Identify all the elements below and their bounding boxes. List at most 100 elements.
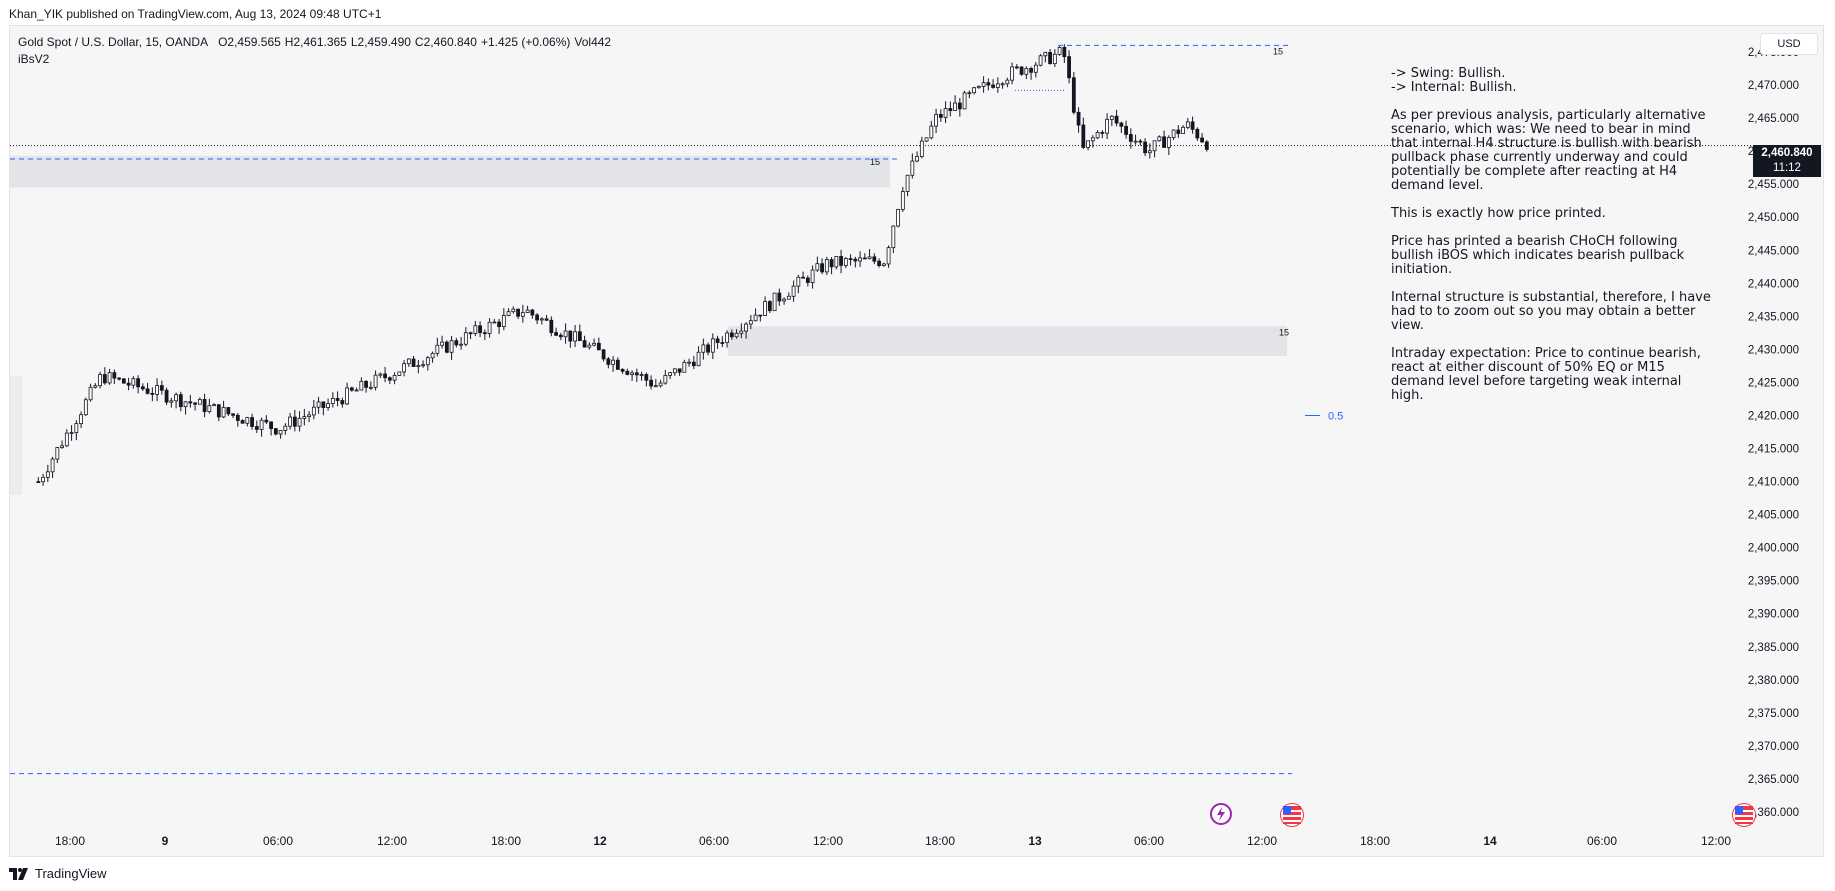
candle-body — [663, 375, 668, 384]
tradingview-logo-icon — [9, 867, 28, 880]
candle-body — [482, 332, 487, 335]
candle-body — [383, 373, 387, 379]
candle-body — [886, 247, 891, 265]
y-tick-label: 2,400.000 — [1748, 543, 1799, 555]
candle-body — [297, 417, 302, 427]
candle-body — [891, 225, 896, 249]
candle-body — [79, 414, 83, 425]
line-label: 0.5 — [1328, 410, 1343, 422]
candle-body — [568, 330, 573, 342]
candle-body — [725, 332, 729, 343]
tradingview-brand[interactable]: TradingView — [9, 866, 107, 881]
candle-body — [349, 387, 354, 391]
candle-body — [387, 377, 392, 381]
candle-body — [216, 404, 221, 418]
candle-body — [307, 414, 311, 418]
candle-body — [402, 363, 406, 373]
candle-body — [1171, 129, 1176, 138]
candle-body — [1133, 140, 1138, 143]
note-line: Internal structure is substantial, there… — [1391, 290, 1711, 333]
candle-body — [1048, 52, 1052, 65]
candle-body — [145, 388, 150, 394]
y-tick-label: 2,465.000 — [1748, 113, 1799, 125]
candle-body — [511, 308, 516, 313]
candle-body — [473, 325, 478, 334]
candle-body — [691, 361, 696, 367]
candle-body — [1166, 137, 1171, 148]
candle-body — [687, 361, 691, 364]
candle-body — [449, 340, 454, 353]
candle-body — [207, 405, 212, 413]
note-line: -> Swing: Bullish. — [1391, 66, 1506, 81]
legend-symbol[interactable]: Gold Spot / U.S. Dollar, 15, OANDA — [18, 35, 209, 49]
candle-body — [1019, 66, 1024, 75]
x-tick-label: 12:00 — [1701, 834, 1731, 848]
candle-body — [820, 263, 824, 273]
candle-body — [972, 87, 976, 94]
candle-body — [121, 378, 126, 384]
us-flag-event-icon[interactable] — [1733, 804, 1755, 826]
candle-body — [815, 263, 820, 271]
demand-zone — [728, 326, 1287, 356]
candle-body — [582, 340, 587, 348]
y-tick-label: 2,365.000 — [1748, 774, 1799, 786]
candle-body — [1014, 66, 1019, 69]
candle-body — [197, 399, 202, 405]
candle-body — [805, 277, 810, 283]
zone-label: 15 — [870, 157, 880, 167]
us-flag-event-icon[interactable] — [1281, 804, 1303, 826]
candle-body — [1204, 141, 1209, 150]
candle-body — [848, 258, 853, 261]
candle-body — [202, 399, 207, 413]
candle-body — [858, 257, 862, 262]
candle-body — [644, 374, 649, 381]
candle-body — [311, 406, 316, 416]
y-tick-label: 2,415.000 — [1748, 444, 1799, 456]
y-tick-label: 2,390.000 — [1748, 609, 1799, 621]
candle-body — [948, 108, 953, 111]
candle-body — [929, 125, 934, 139]
candle-body — [739, 330, 744, 334]
candle-body — [397, 371, 402, 376]
legend-close: C2,460.840 — [414, 35, 477, 49]
candle-body — [587, 344, 592, 348]
note-line: -> Internal: Bullish. — [1391, 80, 1517, 95]
candle-body — [639, 374, 644, 376]
candle-body — [1057, 47, 1062, 55]
x-tick-label: 06:00 — [263, 834, 293, 848]
candle-body — [373, 374, 378, 388]
candle-body — [183, 401, 188, 408]
y-tick-label: 2,385.000 — [1748, 642, 1799, 654]
candle-body — [706, 344, 710, 353]
candle-body — [1119, 122, 1124, 127]
candle-body — [330, 398, 335, 404]
candle-body — [1076, 111, 1081, 126]
demand-zone — [10, 155, 890, 188]
candle-body — [976, 85, 981, 89]
candle-body — [910, 160, 915, 176]
candle-body — [1162, 136, 1166, 148]
candle-body — [444, 341, 449, 353]
analysis-notes: -> Swing: Bullish. -> Internal: Bullish.… — [1391, 67, 1711, 417]
line-label: 15 — [1273, 46, 1283, 56]
candle-body — [354, 389, 359, 392]
candle-body — [288, 416, 292, 427]
candle-body — [943, 108, 948, 118]
y-tick-label: 2,405.000 — [1748, 510, 1799, 522]
candle-body — [1157, 136, 1162, 142]
indicator-label[interactable]: iBsV2 — [18, 52, 50, 66]
candle-body — [701, 344, 706, 353]
candle-body — [615, 359, 620, 370]
candle-body — [492, 321, 497, 324]
candle-body — [630, 372, 634, 375]
candle-body — [791, 285, 796, 297]
candle-body — [302, 416, 307, 419]
x-tick-label: 18:00 — [491, 834, 521, 848]
candle-body — [378, 373, 383, 376]
candle-body — [539, 318, 544, 321]
candle-body — [1128, 134, 1133, 142]
currency-button[interactable]: USD — [1760, 33, 1818, 55]
candle-body — [839, 256, 843, 266]
candle-body — [924, 137, 929, 142]
lightning-event-icon[interactable] — [1210, 803, 1232, 825]
